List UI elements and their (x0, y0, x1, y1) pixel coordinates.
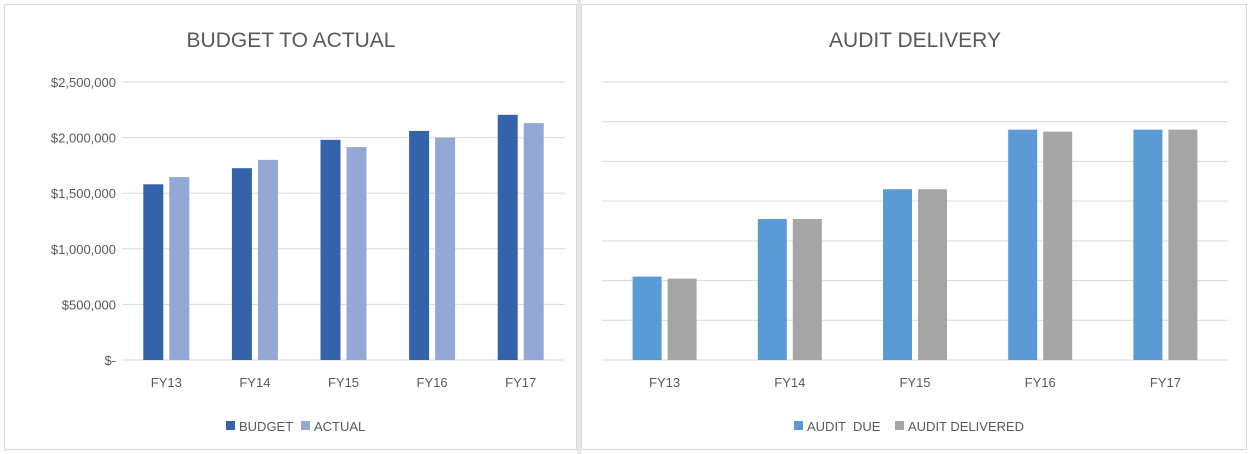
legend-swatch (226, 421, 235, 430)
bar-fy15-s1 (883, 189, 912, 360)
legend-swatch (794, 421, 803, 430)
bar-fy17-s1 (1133, 129, 1163, 360)
bar-fy17-s2 (523, 123, 544, 360)
bar-fy13-s2 (667, 278, 697, 360)
legend-label: ACTUAL (314, 419, 365, 434)
y-tick-label: $2,500,000 (51, 75, 116, 90)
legend-swatch (301, 421, 310, 430)
x-tick-label: FY17 (1150, 375, 1181, 390)
bar-fy16-s2 (435, 137, 456, 360)
bar-fy17-s1 (497, 114, 518, 360)
x-tick-label: FY16 (417, 375, 448, 390)
x-tick-label: FY14 (239, 375, 270, 390)
y-tick-label: $- (104, 353, 116, 368)
panel-divider (577, 0, 581, 454)
x-tick-label: FY15 (899, 375, 930, 390)
y-tick-label: $1,000,000 (51, 242, 116, 257)
bar-fy14-s1 (231, 168, 252, 360)
budget-to-actual-chart-panel: BUDGET TO ACTUAL $- $500,000 $1,000,000 $1,… (4, 4, 577, 450)
budget-to-actual-chart: BUDGET TO ACTUAL $- $500,000 $1,000,000 $1,… (51, 29, 565, 434)
x-tick-label: FY16 (1025, 375, 1056, 390)
bar-fy13-s2 (169, 177, 190, 360)
legend-label: AUDIT DUE (807, 419, 881, 434)
bar-fy15-s2 (918, 189, 947, 360)
bar-fy13-s1 (632, 276, 662, 360)
bar-fy14-s1 (757, 219, 787, 360)
bar-fy15-s2 (346, 147, 367, 360)
audit-delivery-chart-panel: AUDIT DELIVERY FY13 FY14 FY15 FY16 FY17 AUDIT… (581, 4, 1247, 450)
x-tick-label: FY15 (328, 375, 359, 390)
bar-fy14-s2 (257, 159, 278, 360)
legend-label: BUDGET (239, 419, 293, 434)
legend-label: AUDIT DELIVERED (908, 419, 1024, 434)
bar-fy16-s2 (1043, 131, 1073, 360)
x-tick-label: FY14 (774, 375, 805, 390)
y-tick-label: $2,000,000 (51, 131, 116, 146)
x-tick-label: FY17 (505, 375, 536, 390)
x-tick-label: FY13 (151, 375, 182, 390)
y-tick-label: $500,000 (62, 297, 116, 312)
x-tick-label: FY13 (649, 375, 680, 390)
bar-fy16-s1 (1008, 129, 1038, 360)
bar-fy13-s1 (143, 184, 164, 360)
audit-delivery-chart: AUDIT DELIVERY FY13 FY14 FY15 FY16 FY17 AUDIT… (602, 29, 1228, 434)
y-tick-label: $1,500,000 (51, 186, 116, 201)
bar-fy17-s2 (1168, 129, 1198, 360)
chart-title: AUDIT DELIVERY (829, 29, 1001, 52)
bar-fy14-s2 (792, 219, 822, 360)
bar-fy16-s1 (409, 130, 430, 360)
bar-fy15-s1 (320, 139, 341, 360)
chart-title: BUDGET TO ACTUAL (187, 29, 396, 52)
legend-swatch (895, 421, 904, 430)
